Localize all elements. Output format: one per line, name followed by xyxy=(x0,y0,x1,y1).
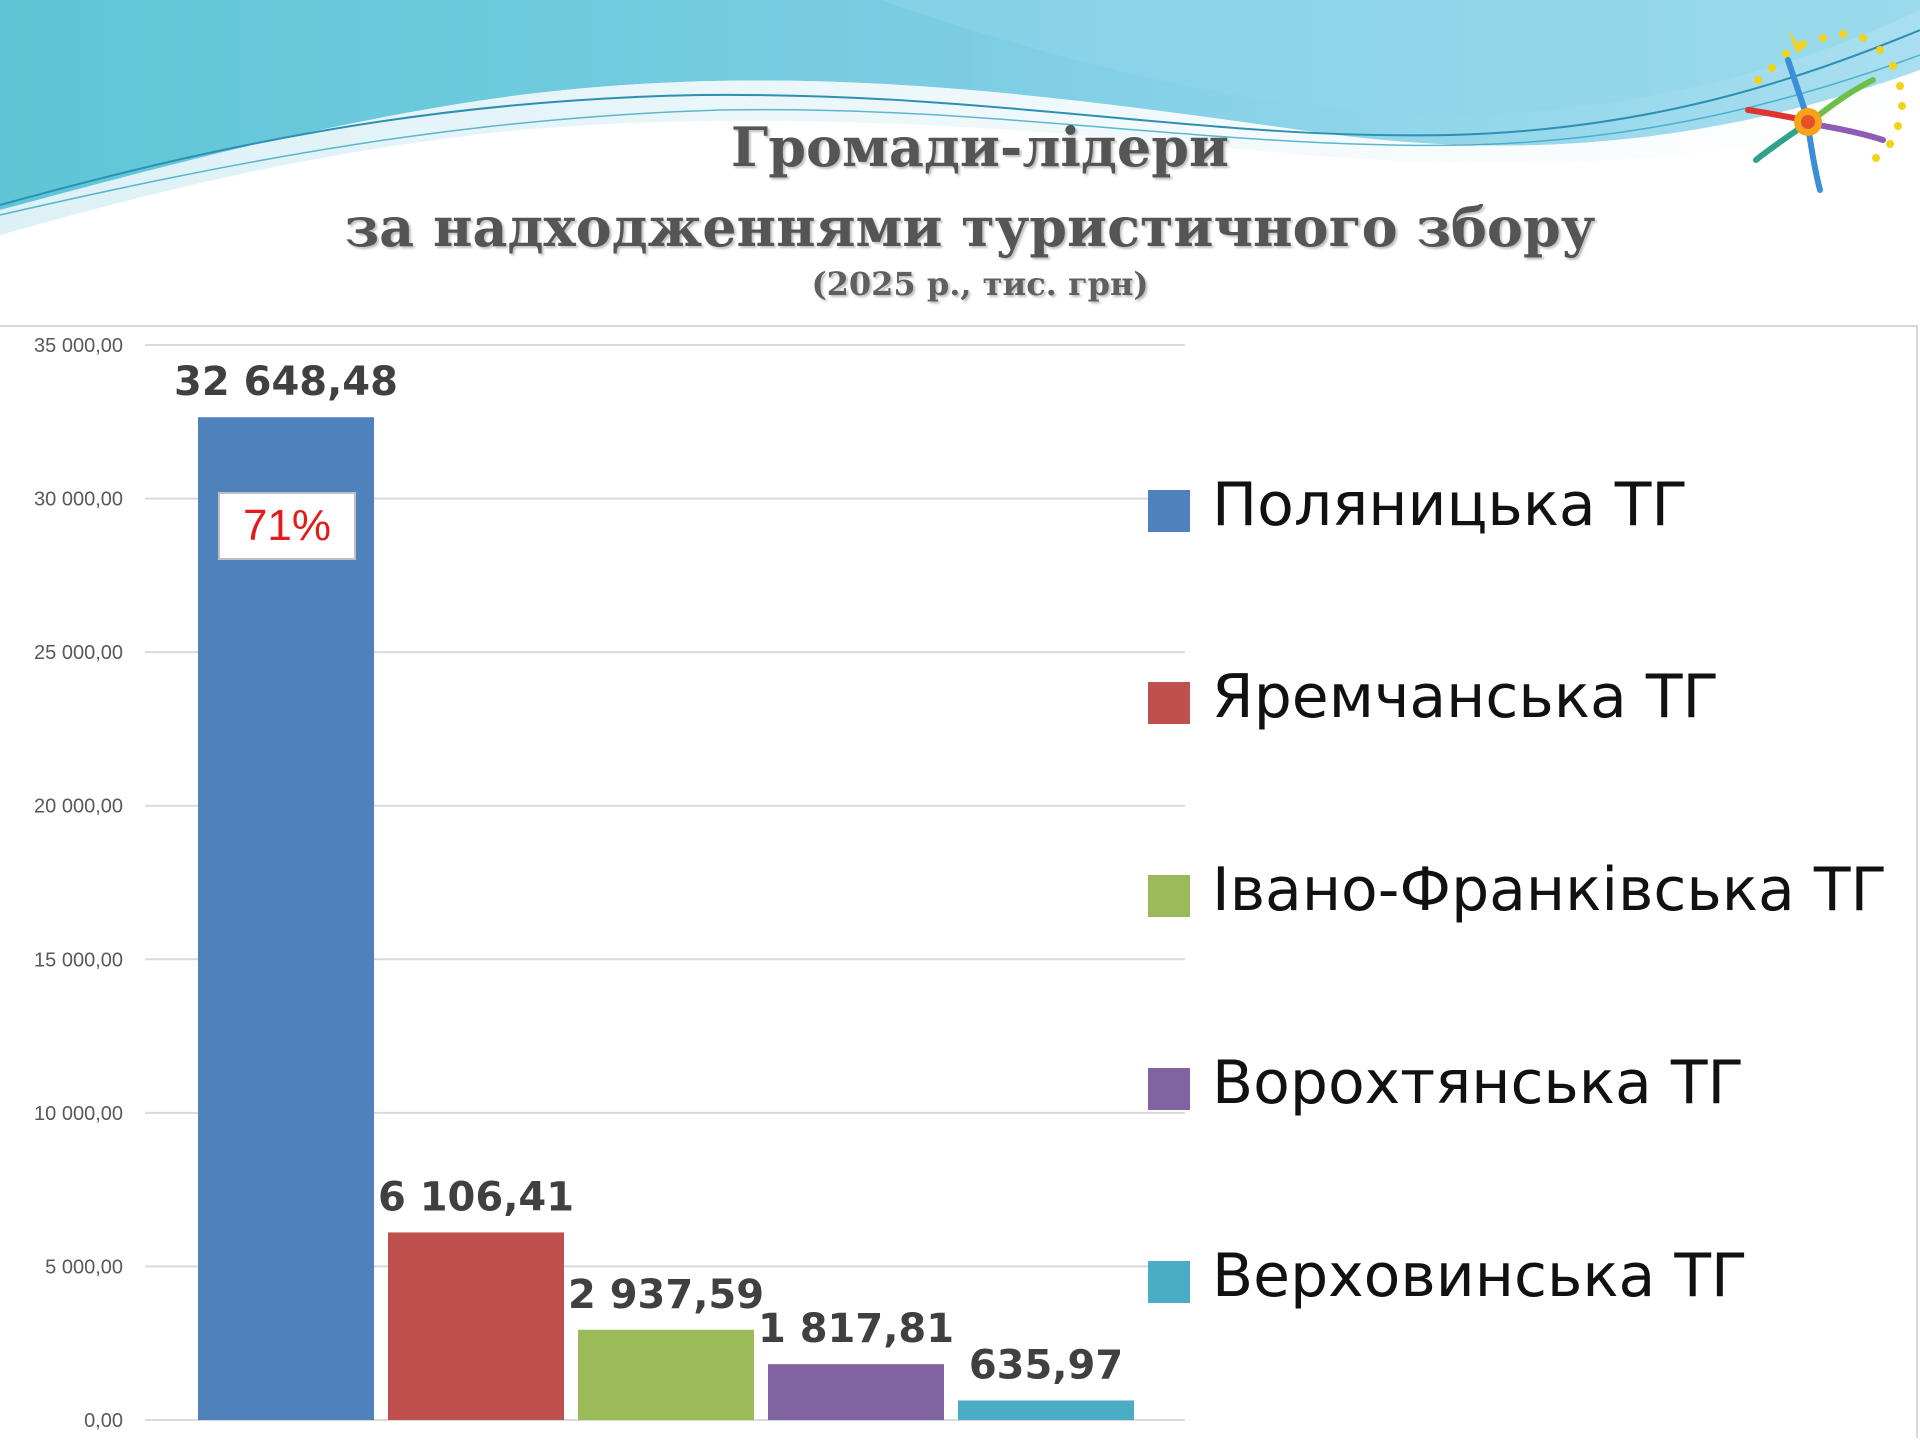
bar-value-label: 6 106,41 xyxy=(378,1174,574,1220)
bar-value-label: 32 648,48 xyxy=(174,359,398,405)
legend-swatch xyxy=(1148,682,1190,724)
bar-value-label: 2 937,59 xyxy=(568,1272,764,1318)
legend-swatch xyxy=(1148,875,1190,917)
bar-value-label: 1 817,81 xyxy=(758,1306,954,1352)
y-tick-label: 30 000,00 xyxy=(34,489,123,511)
legend-label: Івано-Франківська ТГ xyxy=(1212,855,1888,925)
chart-frame xyxy=(0,325,1918,1438)
slide-subtitle: (2025 р., тис. грн) xyxy=(811,265,1149,303)
bar xyxy=(958,1400,1134,1420)
bar xyxy=(388,1232,564,1420)
legend-swatch xyxy=(1148,490,1190,532)
legend-label: Яремчанська ТГ xyxy=(1212,662,1720,732)
y-tick-label: 35 000,00 xyxy=(34,335,123,357)
y-tick-label: 25 000,00 xyxy=(34,642,123,664)
bar xyxy=(768,1364,944,1420)
y-tick-label: 20 000,00 xyxy=(34,796,123,818)
header-wave-background xyxy=(0,0,1920,235)
share-annotation: 71% xyxy=(218,492,356,560)
bar xyxy=(198,417,374,1421)
legend-label: Ворохтянська ТГ xyxy=(1212,1048,1745,1118)
legend-swatch xyxy=(1148,1261,1190,1303)
y-tick-label: 15 000,00 xyxy=(34,949,123,971)
flower-logo-icon xyxy=(1745,30,1906,193)
y-tick-label: 0,00 xyxy=(84,1410,123,1432)
bar-value-label: 635,97 xyxy=(969,1342,1123,1388)
legend-label: Верховинська ТГ xyxy=(1212,1241,1748,1311)
slide-title-line1: Громади-лідери xyxy=(730,115,1230,179)
slide-title-line2: за надходженнями туристичного збору xyxy=(344,195,1596,259)
y-tick-label: 10 000,00 xyxy=(34,1103,123,1125)
legend-label: Поляницька ТГ xyxy=(1212,470,1689,540)
legend-swatch xyxy=(1148,1068,1190,1110)
y-tick-label: 5 000,00 xyxy=(45,1256,123,1278)
bar xyxy=(578,1329,754,1420)
